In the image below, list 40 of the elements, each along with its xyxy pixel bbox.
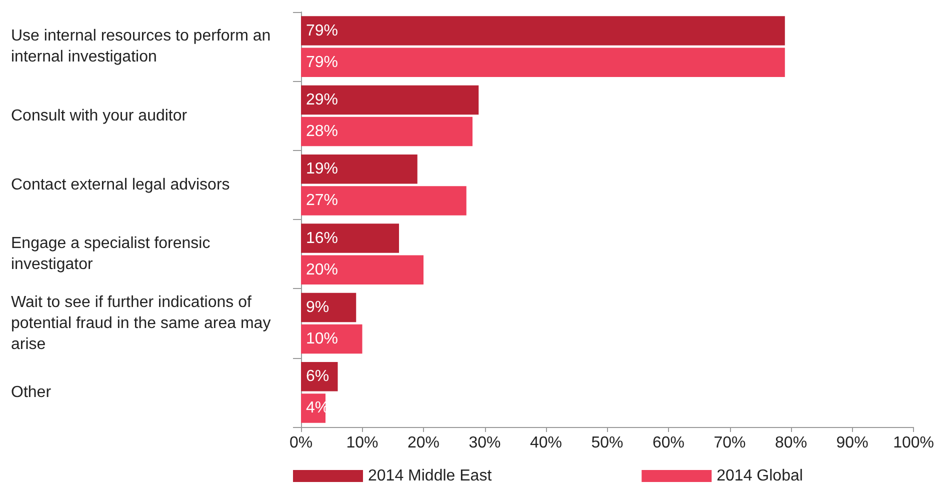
y-tick-label: Use internal resources to perform an internal investigation [11,28,276,66]
x-tick-label: 60% [652,434,685,452]
y-tick-label: Engage a specialist forensic investigator [11,235,215,274]
legend-label: 2014 Global [716,468,803,484]
bar [301,224,400,253]
x-tick-label: 10% [346,434,378,452]
data-label: 79% [306,54,338,71]
x-tick-label: 50% [591,434,624,452]
x-tick-label: 70% [714,434,746,452]
y-tick-label: Wait to see if further indications of potential fraud in the same area may arise [11,294,276,353]
bar [301,324,362,354]
bar [301,16,785,46]
bar [301,154,418,184]
bar [301,48,785,78]
x-tick-label: 100% [893,434,934,452]
bar [301,186,466,216]
x-tick-label: 20% [407,434,440,452]
x-tick-label: 90% [836,434,868,452]
y-tick-label: Other [11,384,52,401]
data-label: 19% [306,160,338,178]
x-tick-label: 30% [468,434,501,452]
x-tick-label: 80% [775,434,808,452]
data-label: 79% [306,22,338,40]
x-tick-label: 0% [289,434,313,452]
data-label: 9% [306,298,330,316]
data-label: 28% [306,123,338,140]
legend-label: 2014 Middle East [368,468,492,484]
bar [301,116,473,146]
data-label: 20% [306,261,338,278]
bar [301,85,479,115]
data-label: 27% [306,192,338,210]
x-tick-label: 40% [530,434,562,452]
y-tick-label: Contact external legal advisors [11,176,230,194]
bar [301,292,356,322]
data-label: 6% [306,368,330,386]
data-label: 10% [306,330,338,348]
bar [301,255,424,285]
data-label: 29% [306,91,338,108]
y-tick-label: Consult with your auditor [11,107,188,124]
data-label: 16% [306,230,338,247]
